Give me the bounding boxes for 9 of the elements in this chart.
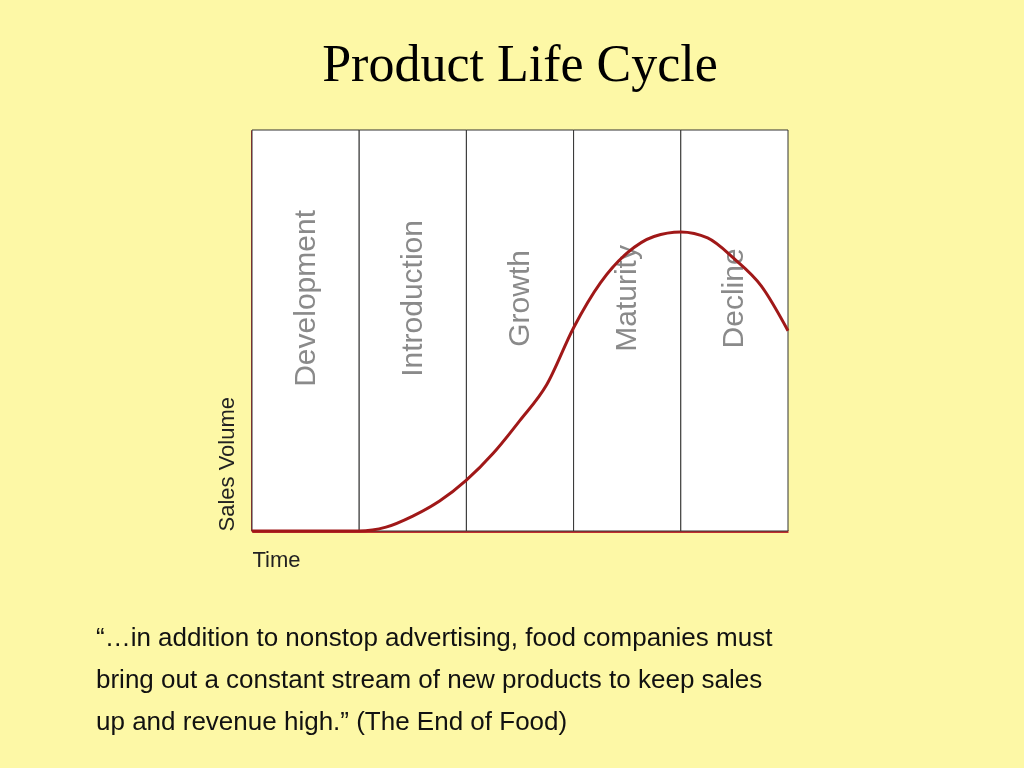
y-axis-title: Sales Volume <box>213 396 239 532</box>
annotation: Development <box>287 209 321 387</box>
text: “…in addition to nonstop advertising, food companies must bring out a constant stream of new products to keep sales up and revenue high.” (The End of Food) <box>96 622 774 736</box>
annotation: Decline <box>716 248 750 349</box>
annotation: Growth <box>502 250 535 347</box>
chart-title: Product Life Cycle <box>322 34 718 92</box>
x-axis-title: Time <box>252 546 301 572</box>
annotation: Maturity <box>609 245 643 352</box>
annotation: Introduction <box>394 220 428 377</box>
